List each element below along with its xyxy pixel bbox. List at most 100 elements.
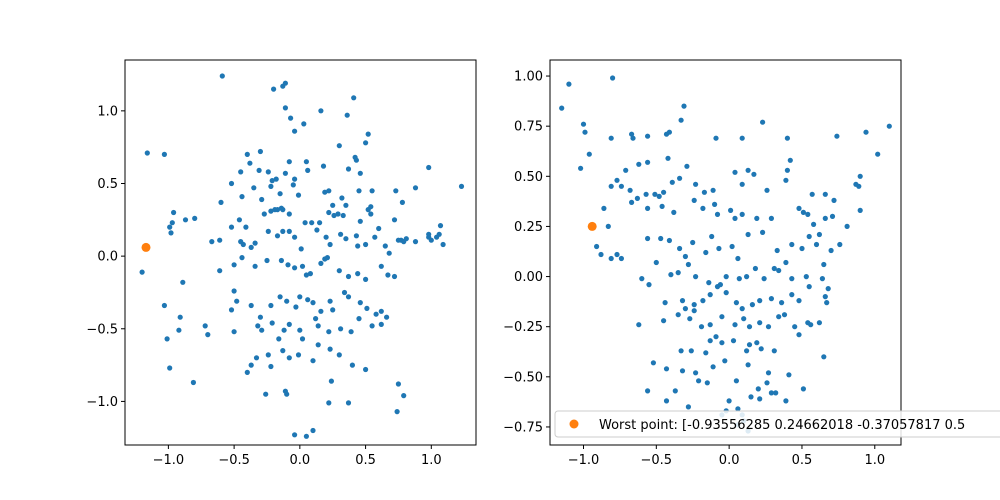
left-data-point <box>259 327 265 333</box>
right-data-point <box>663 398 670 404</box>
left-data-point <box>345 400 352 406</box>
left-data-point <box>363 276 369 282</box>
left-data-point <box>144 150 150 156</box>
right-data-point <box>671 209 677 215</box>
right-data-point <box>630 135 636 141</box>
left-data-point <box>343 236 349 242</box>
right-data-point <box>645 235 651 242</box>
left-data-point <box>345 294 352 300</box>
left-data-point <box>292 234 298 240</box>
right-data-point <box>712 201 718 207</box>
right-data-point <box>764 380 770 386</box>
right-data-point <box>757 298 763 304</box>
right-data-point <box>645 205 651 211</box>
right-data-point <box>755 386 761 392</box>
right-data-point <box>745 167 751 173</box>
right-data-point <box>764 187 770 193</box>
right-data-point <box>586 151 592 157</box>
left-data-point <box>341 289 348 296</box>
left-data-point <box>351 95 357 101</box>
left-data-point <box>326 209 332 216</box>
left-data-point <box>282 80 288 86</box>
right-data-point <box>751 171 757 177</box>
right-y-tick-label: 1.00 <box>514 70 543 85</box>
left-data-point <box>228 224 235 230</box>
left-data-point <box>265 228 271 234</box>
right-data-point <box>732 169 738 175</box>
left-x-tick-label: −0.5 <box>218 453 250 468</box>
left-data-point <box>280 348 286 354</box>
right-data-point <box>771 265 777 272</box>
legend-frame <box>554 410 1000 438</box>
right-data-point <box>639 276 645 282</box>
left-data-point <box>348 329 354 335</box>
left-data-point <box>295 192 302 198</box>
right-data-point <box>811 221 817 227</box>
left-data-point <box>252 240 258 246</box>
left-data-point <box>314 227 320 233</box>
right-data-point <box>703 350 709 356</box>
right-data-point <box>886 123 892 129</box>
right-data-point <box>776 267 782 274</box>
right-data-point <box>636 161 642 167</box>
left-data-point <box>243 224 249 230</box>
right-data-point <box>822 294 828 300</box>
left-data-point <box>376 225 382 232</box>
right-data-point <box>800 209 807 215</box>
left-data-point <box>288 115 294 121</box>
right-y-tick-label: 0.50 <box>514 170 543 185</box>
left-data-point <box>313 316 319 322</box>
right-data-point <box>643 191 649 197</box>
right-data-point <box>690 239 696 246</box>
right-data-point <box>760 119 766 125</box>
right-data-point <box>723 274 729 280</box>
legend: Worst point: [-0.93556285 0.24662018 -0.… <box>554 410 1000 438</box>
left-x-tick-label: 1.0 <box>421 453 442 468</box>
left-data-point <box>391 273 398 280</box>
left-data-point <box>180 279 186 285</box>
left-y-axis: −1.0 −0.5 0.0 0.5 1.0 <box>86 104 125 410</box>
left-data-point <box>218 199 224 205</box>
right-data-point <box>856 183 862 189</box>
left-data-point <box>356 316 362 322</box>
right-data-point <box>863 129 869 135</box>
right-data-point <box>629 131 635 137</box>
right-data-point <box>754 340 760 346</box>
right-data-point <box>774 247 780 254</box>
left-data-point <box>282 105 288 111</box>
left-data-point <box>167 365 173 371</box>
right-data-point <box>566 81 572 87</box>
right-data-point <box>700 205 706 211</box>
right-data-point <box>701 189 708 195</box>
right-data-point <box>608 183 614 189</box>
left-data-point <box>301 121 307 127</box>
right-x-tick-label: 0.0 <box>719 453 740 468</box>
left-data-point <box>369 188 375 194</box>
left-data-point <box>248 244 254 250</box>
left-data-point <box>403 236 409 242</box>
right-data-point <box>723 290 729 296</box>
right-y-tick-label: −0.25 <box>503 320 543 335</box>
right-plot-frame <box>549 59 902 446</box>
left-data-point <box>274 233 281 239</box>
right-data-point <box>614 177 620 183</box>
left-data-point <box>309 220 315 226</box>
right-data-point <box>672 388 678 394</box>
right-data-point <box>819 276 826 282</box>
right-data-point <box>831 197 837 203</box>
left-data-point <box>357 170 363 176</box>
right-x-tick-label: 0.5 <box>792 453 813 468</box>
left-data-point <box>259 196 265 203</box>
right-data-point <box>735 406 741 412</box>
left-data-point <box>276 336 282 342</box>
left-data-point <box>292 176 298 182</box>
right-data-point <box>580 121 587 127</box>
left-data-point <box>277 294 283 300</box>
right-data-point <box>800 386 807 392</box>
right-data-point <box>783 259 789 266</box>
right-data-point <box>687 316 693 322</box>
right-data-point <box>744 274 750 280</box>
right-data-point <box>730 338 737 344</box>
left-data-point <box>169 220 175 226</box>
left-data-point <box>269 178 275 184</box>
